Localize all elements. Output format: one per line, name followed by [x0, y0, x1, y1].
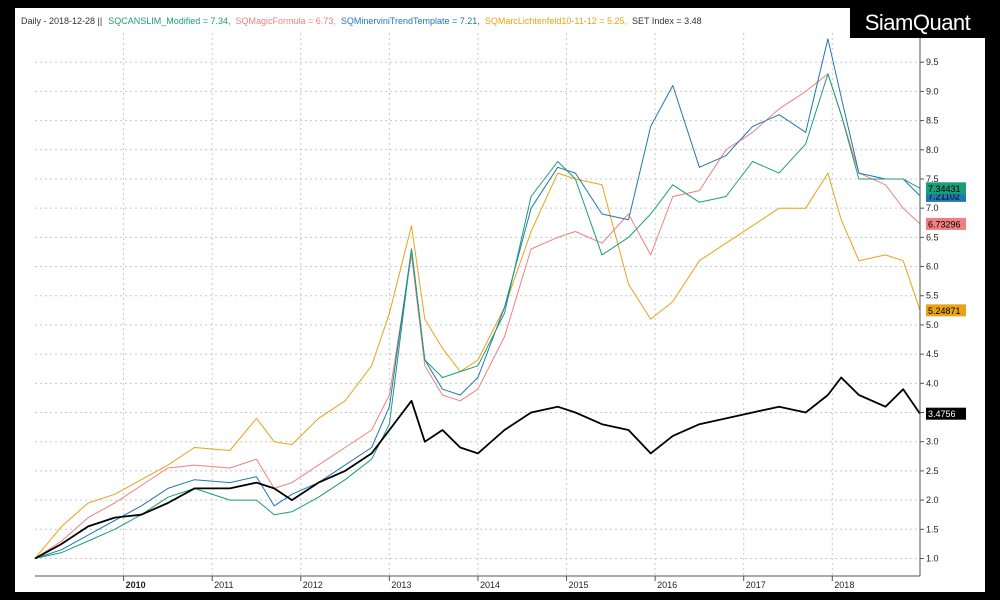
last-value-text: 3.4756: [928, 409, 956, 419]
series-line-sqminervinitrendtemplate: [34, 38, 921, 559]
y-tick-label: 1.0: [926, 553, 939, 563]
chart-frame: 1.01.52.02.53.03.54.04.55.05.56.06.57.07…: [15, 8, 985, 592]
x-tick-label: 2017: [746, 580, 766, 590]
last-value-box: [926, 182, 966, 195]
line-chart: 1.01.52.02.53.03.54.04.55.05.56.06.57.07…: [21, 16, 966, 590]
y-tick-label: 4.5: [926, 349, 939, 359]
x-tick-label: 2010: [126, 580, 146, 590]
last-value-text: 7.21102: [928, 191, 960, 201]
x-tick-label: 2014: [480, 580, 500, 590]
siamquant-logo: SiamQuant: [850, 8, 985, 38]
y-tick-label: 6.0: [926, 262, 939, 272]
series-line-set-index: [34, 376, 921, 560]
y-tick-label: 9.5: [926, 57, 939, 67]
chart-header-prefix: Daily - 2018-12-28 ||: [21, 16, 102, 26]
series-line-sqmarclichtenfeld10-11-12: [34, 172, 921, 559]
y-tick-label: 3.0: [926, 437, 939, 447]
x-tick-label: 2012: [303, 580, 323, 590]
y-axis: 1.01.52.02.53.03.54.04.55.05.56.06.57.07…: [919, 33, 939, 576]
y-tick-label: 5.0: [926, 320, 939, 330]
y-tick-label: 7.0: [926, 203, 939, 213]
last-value-label: 7.34431: [926, 182, 966, 195]
grid: [35, 33, 920, 576]
last-value-box: [926, 407, 966, 420]
header-series-item: SQMagicFormula = 6.73,: [236, 16, 336, 26]
y-tick-label: 4.0: [926, 378, 939, 388]
last-value-label: 3.4756: [926, 407, 966, 420]
header-series-item: SQMarcLichtenfeld10-11-12 = 5.25,: [485, 16, 627, 26]
y-tick-label: 5.5: [926, 291, 939, 301]
x-tick-label: 2018: [834, 580, 854, 590]
y-tick-label: 1.5: [926, 524, 939, 534]
series-line-sqcanslim-modified: [34, 73, 921, 559]
series-group: [34, 38, 921, 560]
last-value-box: [926, 304, 966, 317]
last-value-label: 5.24871: [926, 304, 966, 317]
header-series-item: SET Index = 3.48: [632, 16, 702, 26]
header-series-item: SQMinerviniTrendTemplate = 7.21,: [341, 16, 480, 26]
y-tick-label: 6.5: [926, 232, 939, 242]
x-tick-label: 2015: [569, 580, 589, 590]
y-tick-label: 8.5: [926, 116, 939, 126]
last-value-text: 5.24871: [928, 306, 961, 316]
x-tick-label: 2016: [657, 580, 677, 590]
x-tick-label: 2011: [214, 580, 233, 590]
y-tick-label: 2.5: [926, 466, 939, 476]
series-line-sqmagicformula: [34, 73, 921, 559]
y-tick-label: 9.0: [926, 86, 939, 96]
last-value-label: 6.73296: [926, 217, 966, 230]
x-axis: 2010 2011 2012 2013 2014 2015 2016 2017 2018: [35, 575, 920, 590]
header-series-item: SQCANSLIM_Modified = 7.34,: [108, 16, 230, 26]
chart-header-items: SQCANSLIM_Modified = 7.34, SQMagicFormula…: [108, 16, 701, 26]
last-value-text: 7.34431: [928, 184, 961, 194]
last-value-text: 6.73296: [928, 219, 961, 229]
y-tick-label: 8.0: [926, 145, 939, 155]
x-tick-label: 2013: [391, 580, 411, 590]
last-value-box: [926, 217, 966, 230]
y-tick-label: 7.5: [926, 174, 939, 184]
y-tick-label: 2.0: [926, 495, 939, 505]
